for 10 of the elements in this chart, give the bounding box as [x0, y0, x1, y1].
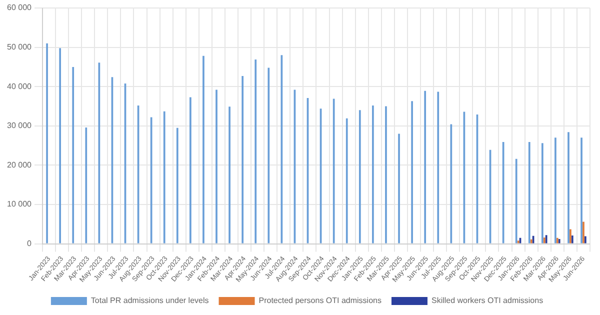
y-tick-label: 60 000	[7, 3, 32, 12]
y-tick-label: 30 000	[7, 121, 32, 130]
y-tick-label: 0	[27, 238, 32, 248]
y-tick-label: 50 000	[7, 42, 32, 52]
y-tick-label: 10 000	[7, 200, 32, 209]
legend-label: Skilled workers OTI admissions	[431, 296, 544, 306]
legend-label: Protected persons OTI admissions	[258, 296, 382, 306]
legend-label: Total PR admissions under levels	[90, 296, 209, 306]
y-tick-label: 20 000	[7, 160, 32, 170]
y-tick-label: 40 000	[7, 82, 32, 91]
